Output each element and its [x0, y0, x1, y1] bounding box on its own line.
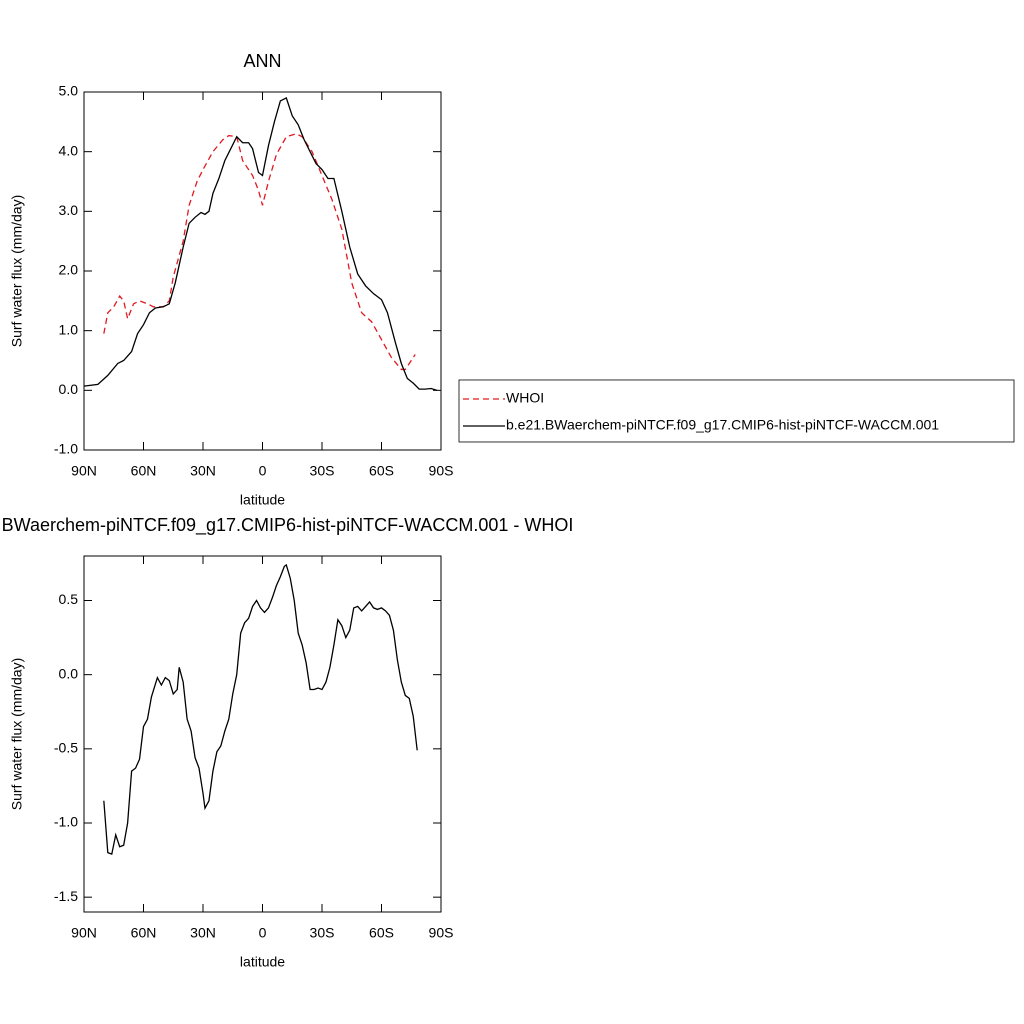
x-tick-label: 90N — [71, 925, 97, 941]
data-line — [83, 97, 438, 391]
y-axis-label: Surf water flux (mm/day) — [9, 195, 25, 347]
plot-frame — [83, 91, 442, 451]
x-tick-label: 30S — [310, 925, 335, 941]
x-axis-label: latitude — [240, 492, 285, 508]
x-tick-label: 60N — [131, 925, 157, 941]
data-line — [103, 563, 418, 856]
x-tick-label: 30N — [190, 925, 216, 941]
y-tick-label: 1.0 — [59, 321, 79, 337]
y-tick-label: -1.0 — [54, 441, 78, 457]
x-tick-label: 0 — [259, 463, 267, 479]
y-tick-label: 5.0 — [59, 83, 79, 99]
legend-label: b.e21.BWaerchem-piNTCF.f09_g17.CMIP6-his… — [506, 417, 939, 433]
x-tick-label: 0 — [259, 925, 267, 941]
x-tick-label: 60S — [369, 925, 394, 941]
chart-title: b.e21.BWaerchem-piNTCF.f09_g17.CMIP6-his… — [0, 515, 573, 536]
x-tick-label: 60S — [369, 463, 394, 479]
y-tick-label: -1.0 — [54, 814, 78, 830]
y-tick-label: 2.0 — [59, 262, 79, 278]
data-line — [103, 133, 416, 371]
legend-label: WHOI — [506, 390, 544, 406]
y-tick-label: -0.5 — [54, 740, 78, 756]
legend-box — [458, 379, 1015, 443]
y-tick-label: 0.5 — [59, 591, 79, 607]
x-axis-label: latitude — [240, 954, 285, 970]
y-axis-label: Surf water flux (mm/day) — [9, 658, 25, 810]
y-tick-label: 0.0 — [59, 381, 79, 397]
y-tick-label: 3.0 — [59, 202, 79, 218]
plot-frame — [83, 555, 442, 913]
x-tick-label: 90N — [71, 463, 97, 479]
x-tick-label: 60N — [131, 463, 157, 479]
x-tick-label: 30S — [310, 463, 335, 479]
x-tick-label: 90S — [429, 463, 454, 479]
x-tick-label: 30N — [190, 463, 216, 479]
y-tick-label: -1.5 — [54, 888, 78, 904]
x-tick-label: 90S — [429, 925, 454, 941]
y-tick-label: 4.0 — [59, 142, 79, 158]
y-tick-label: 0.0 — [59, 665, 79, 681]
chart-title: ANN — [243, 51, 281, 71]
